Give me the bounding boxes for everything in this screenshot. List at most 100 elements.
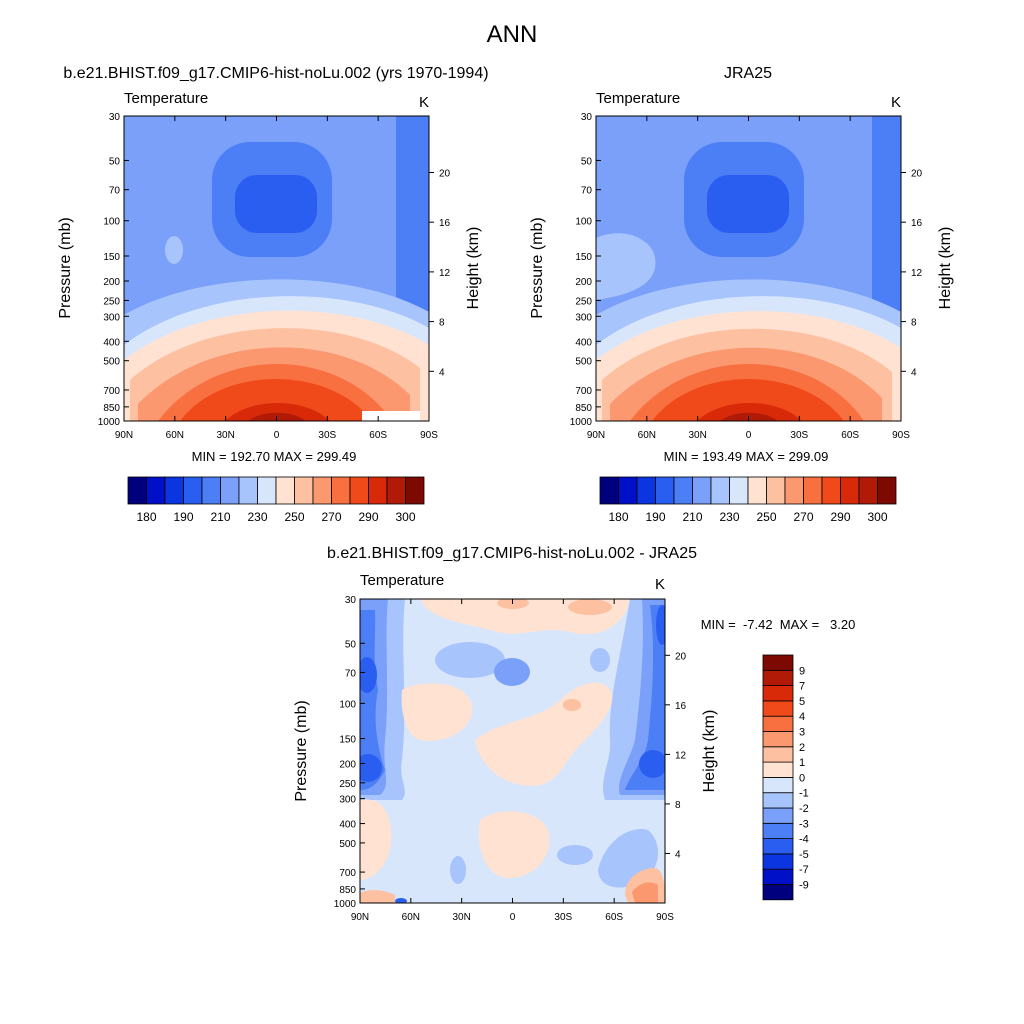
x-tick-label: 90S — [656, 912, 674, 923]
colorbar-label: 7 — [799, 681, 805, 693]
y-tick-label: 50 — [581, 156, 593, 167]
colorbar-swatch — [762, 853, 794, 870]
polar-cold-north — [596, 233, 656, 300]
contour-field — [124, 116, 429, 421]
colorbar-swatch — [386, 476, 406, 505]
polar-strip-south — [396, 116, 429, 311]
contour-field — [360, 599, 665, 903]
stats-label: MIN = 192.70 MAX = 299.49 — [192, 449, 357, 464]
colorbar-label: -5 — [799, 849, 809, 861]
x-tick-label: 0 — [746, 430, 752, 441]
y-tick-label: 70 — [345, 668, 357, 679]
colorbar-swatch — [127, 476, 147, 505]
cold-spot — [165, 236, 183, 264]
y-right-tick-label: 16 — [675, 701, 687, 712]
band-f04a1a — [652, 379, 844, 421]
x-tick-label: 60S — [369, 430, 387, 441]
band-d82a08 — [225, 403, 330, 421]
y-tick-label: 150 — [103, 252, 120, 263]
colorbar-label: 230 — [247, 510, 267, 524]
colorbar-swatch — [762, 715, 794, 732]
y-right-axis-title: Height (km) — [465, 227, 482, 310]
y-tick-label: 300 — [103, 312, 120, 323]
colorbar-label: 9 — [799, 665, 805, 677]
x-tick-label: 90N — [115, 430, 133, 441]
axes: 90N 60N 30N 0 30S 60S 90S 30 50 70 100 150 200 250 300… — [98, 112, 451, 441]
cold-surface-spot — [395, 898, 407, 903]
colorbar-swatch — [692, 476, 712, 505]
colorbar-swatch — [762, 654, 794, 671]
colorbar-swatch — [762, 746, 794, 763]
y-tick-label: 300 — [575, 312, 592, 323]
colorbar-label: 5 — [799, 696, 805, 708]
colorbar-label: 4 — [799, 711, 805, 723]
colorbar: 180 190 210 230 250 270 290 300 — [127, 476, 425, 524]
y-tick-label: 850 — [103, 403, 120, 414]
colorbar-swatch — [762, 777, 794, 794]
y-tick-label: 850 — [575, 403, 592, 414]
y-right-tick-label: 20 — [911, 168, 923, 179]
colorbar-swatch — [312, 476, 332, 505]
colorbar-label: -2 — [799, 803, 809, 815]
colorbar-swatch — [220, 476, 240, 505]
y-right-tick-label: 4 — [439, 367, 445, 378]
colorbar-label: 250 — [756, 510, 776, 524]
axes: 90N 60N 30N 0 30S 60S 90S 30 50 70 100 150 200 250 300… — [570, 112, 923, 441]
colorbar-swatch — [803, 476, 823, 505]
y-tick-label: 50 — [345, 639, 357, 650]
colorbar-swatch — [275, 476, 295, 505]
colorbar-swatch — [762, 884, 794, 901]
colorbar: 9 7 5 4 3 2 1 0 -1 -2 -3 -4 -5 -7 -9 — [762, 654, 809, 901]
y-tick-label: 300 — [339, 795, 356, 806]
y-axis-title: Pressure (mb) — [57, 217, 74, 318]
x-tick-label: 30S — [554, 912, 572, 923]
colorbar-swatch — [201, 476, 221, 505]
colorbar-label: 250 — [284, 510, 304, 524]
y-tick-label: 100 — [103, 217, 120, 228]
colorbar-label: 180 — [608, 510, 628, 524]
cool-patch-b — [494, 658, 530, 686]
y-right-tick-label: 8 — [675, 800, 681, 811]
colorbar-swatch — [858, 476, 878, 505]
colorbar-swatch — [599, 476, 619, 505]
warm-mid-core — [563, 699, 581, 711]
warm-lower-left — [360, 799, 392, 880]
panel-subtitle-right: K — [655, 576, 665, 593]
y-tick-label: 30 — [345, 595, 357, 606]
panel-subtitle-right: K — [419, 94, 429, 111]
colorbar-label: 180 — [136, 510, 156, 524]
colorbar-swatch — [405, 476, 425, 505]
contour-field — [596, 116, 901, 421]
colorbar-label: 210 — [210, 510, 230, 524]
y-tick-label: 500 — [339, 839, 356, 850]
y-tick-label: 200 — [575, 277, 592, 288]
warm-surface-south-core — [632, 882, 658, 903]
x-tick-label: 60N — [638, 430, 656, 441]
colorbar-label: 0 — [799, 772, 805, 784]
cool-patch-c — [590, 648, 610, 672]
y-right-tick-label: 4 — [911, 367, 917, 378]
stats-label: MIN = -7.42 MAX = 3.20 — [701, 617, 856, 632]
colorbar-swatch — [762, 868, 794, 885]
y-right-tick-label: 8 — [439, 318, 445, 329]
axes: 90N 60N 30N 0 30S 60S 90S 30 50 70 100 150 200 250 300… — [334, 595, 687, 923]
y-right-tick-label: 12 — [911, 268, 923, 279]
north-core-lower — [360, 754, 382, 782]
y-axis-title: Pressure (mb) — [529, 217, 546, 318]
y-tick-label: 400 — [103, 337, 120, 348]
panel-title: b.e21.BHIST.f09_g17.CMIP6-hist-noLu.002 … — [327, 545, 697, 562]
y-tick-label: 30 — [581, 112, 593, 123]
y-tick-label: 1000 — [334, 899, 357, 910]
colorbar-swatch — [636, 476, 656, 505]
y-tick-label: 150 — [339, 735, 356, 746]
colorbar-swatch — [183, 476, 203, 505]
y-right-tick-label: 12 — [675, 750, 687, 761]
north-core-upper — [360, 657, 377, 693]
colorbar-swatch — [710, 476, 730, 505]
x-tick-label: 0 — [274, 430, 280, 441]
colorbar-swatch — [747, 476, 767, 505]
panel-subtitle-left: Temperature — [124, 90, 208, 107]
y-tick-label: 200 — [103, 277, 120, 288]
x-tick-label: 30S — [318, 430, 336, 441]
